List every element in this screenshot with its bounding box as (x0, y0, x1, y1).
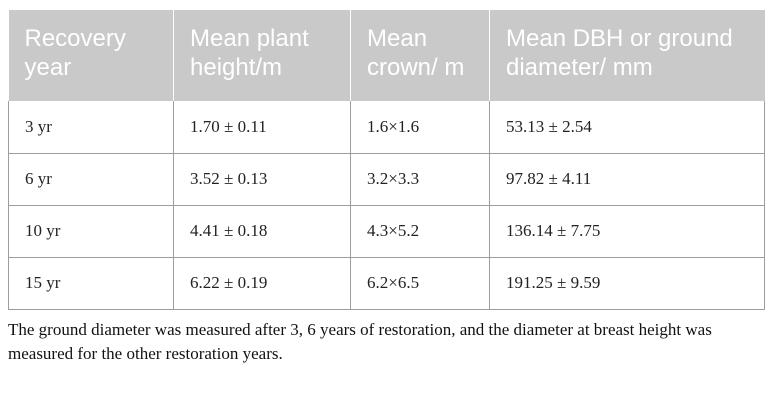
cell-crown: 4.3×5.2 (350, 204, 490, 258)
table-row: 15 yr 6.22 ± 0.19 6.2×6.5 191.25 ± 9.59 (8, 256, 765, 310)
header-mean-crown: Mean crown/ m (350, 10, 490, 101)
cell-crown: 6.2×6.5 (350, 256, 490, 310)
cell-recovery-year: 6 yr (8, 152, 174, 206)
cell-crown: 1.6×1.6 (350, 101, 490, 154)
table-header: Recovery year Mean plant height/m Mean c… (8, 10, 765, 101)
cell-plant-height: 1.70 ± 0.11 (173, 101, 351, 154)
cell-dbh: 191.25 ± 9.59 (489, 256, 765, 310)
table-footnote: The ground diameter was measured after 3… (8, 319, 712, 363)
cell-dbh: 97.82 ± 4.11 (489, 152, 765, 206)
table-container: Recovery year Mean plant height/m Mean c… (8, 10, 765, 366)
table-body: 3 yr 1.70 ± 0.11 1.6×1.6 53.13 ± 2.54 6 … (8, 101, 765, 310)
header-mean-dbh: Mean DBH or ground diameter/ mm (489, 10, 765, 101)
cell-dbh: 53.13 ± 2.54 (489, 101, 765, 154)
table-row: 6 yr 3.52 ± 0.13 3.2×3.3 97.82 ± 4.11 (8, 152, 765, 206)
cell-plant-height: 6.22 ± 0.19 (173, 256, 351, 310)
cell-dbh: 136.14 ± 7.75 (489, 204, 765, 258)
header-mean-plant-height: Mean plant height/m (173, 10, 351, 101)
cell-recovery-year: 3 yr (8, 101, 174, 154)
cell-plant-height: 3.52 ± 0.13 (173, 152, 351, 206)
cell-crown: 3.2×3.3 (350, 152, 490, 206)
table-row: 10 yr 4.41 ± 0.18 4.3×5.2 136.14 ± 7.75 (8, 204, 765, 258)
cell-plant-height: 4.41 ± 0.18 (173, 204, 351, 258)
cell-recovery-year: 15 yr (8, 256, 174, 310)
data-table: Recovery year Mean plant height/m Mean c… (8, 10, 765, 310)
table-row: 3 yr 1.70 ± 0.11 1.6×1.6 53.13 ± 2.54 (8, 101, 765, 154)
header-row: Recovery year Mean plant height/m Mean c… (8, 10, 765, 101)
cell-recovery-year: 10 yr (8, 204, 174, 258)
header-recovery-year: Recovery year (8, 10, 174, 101)
